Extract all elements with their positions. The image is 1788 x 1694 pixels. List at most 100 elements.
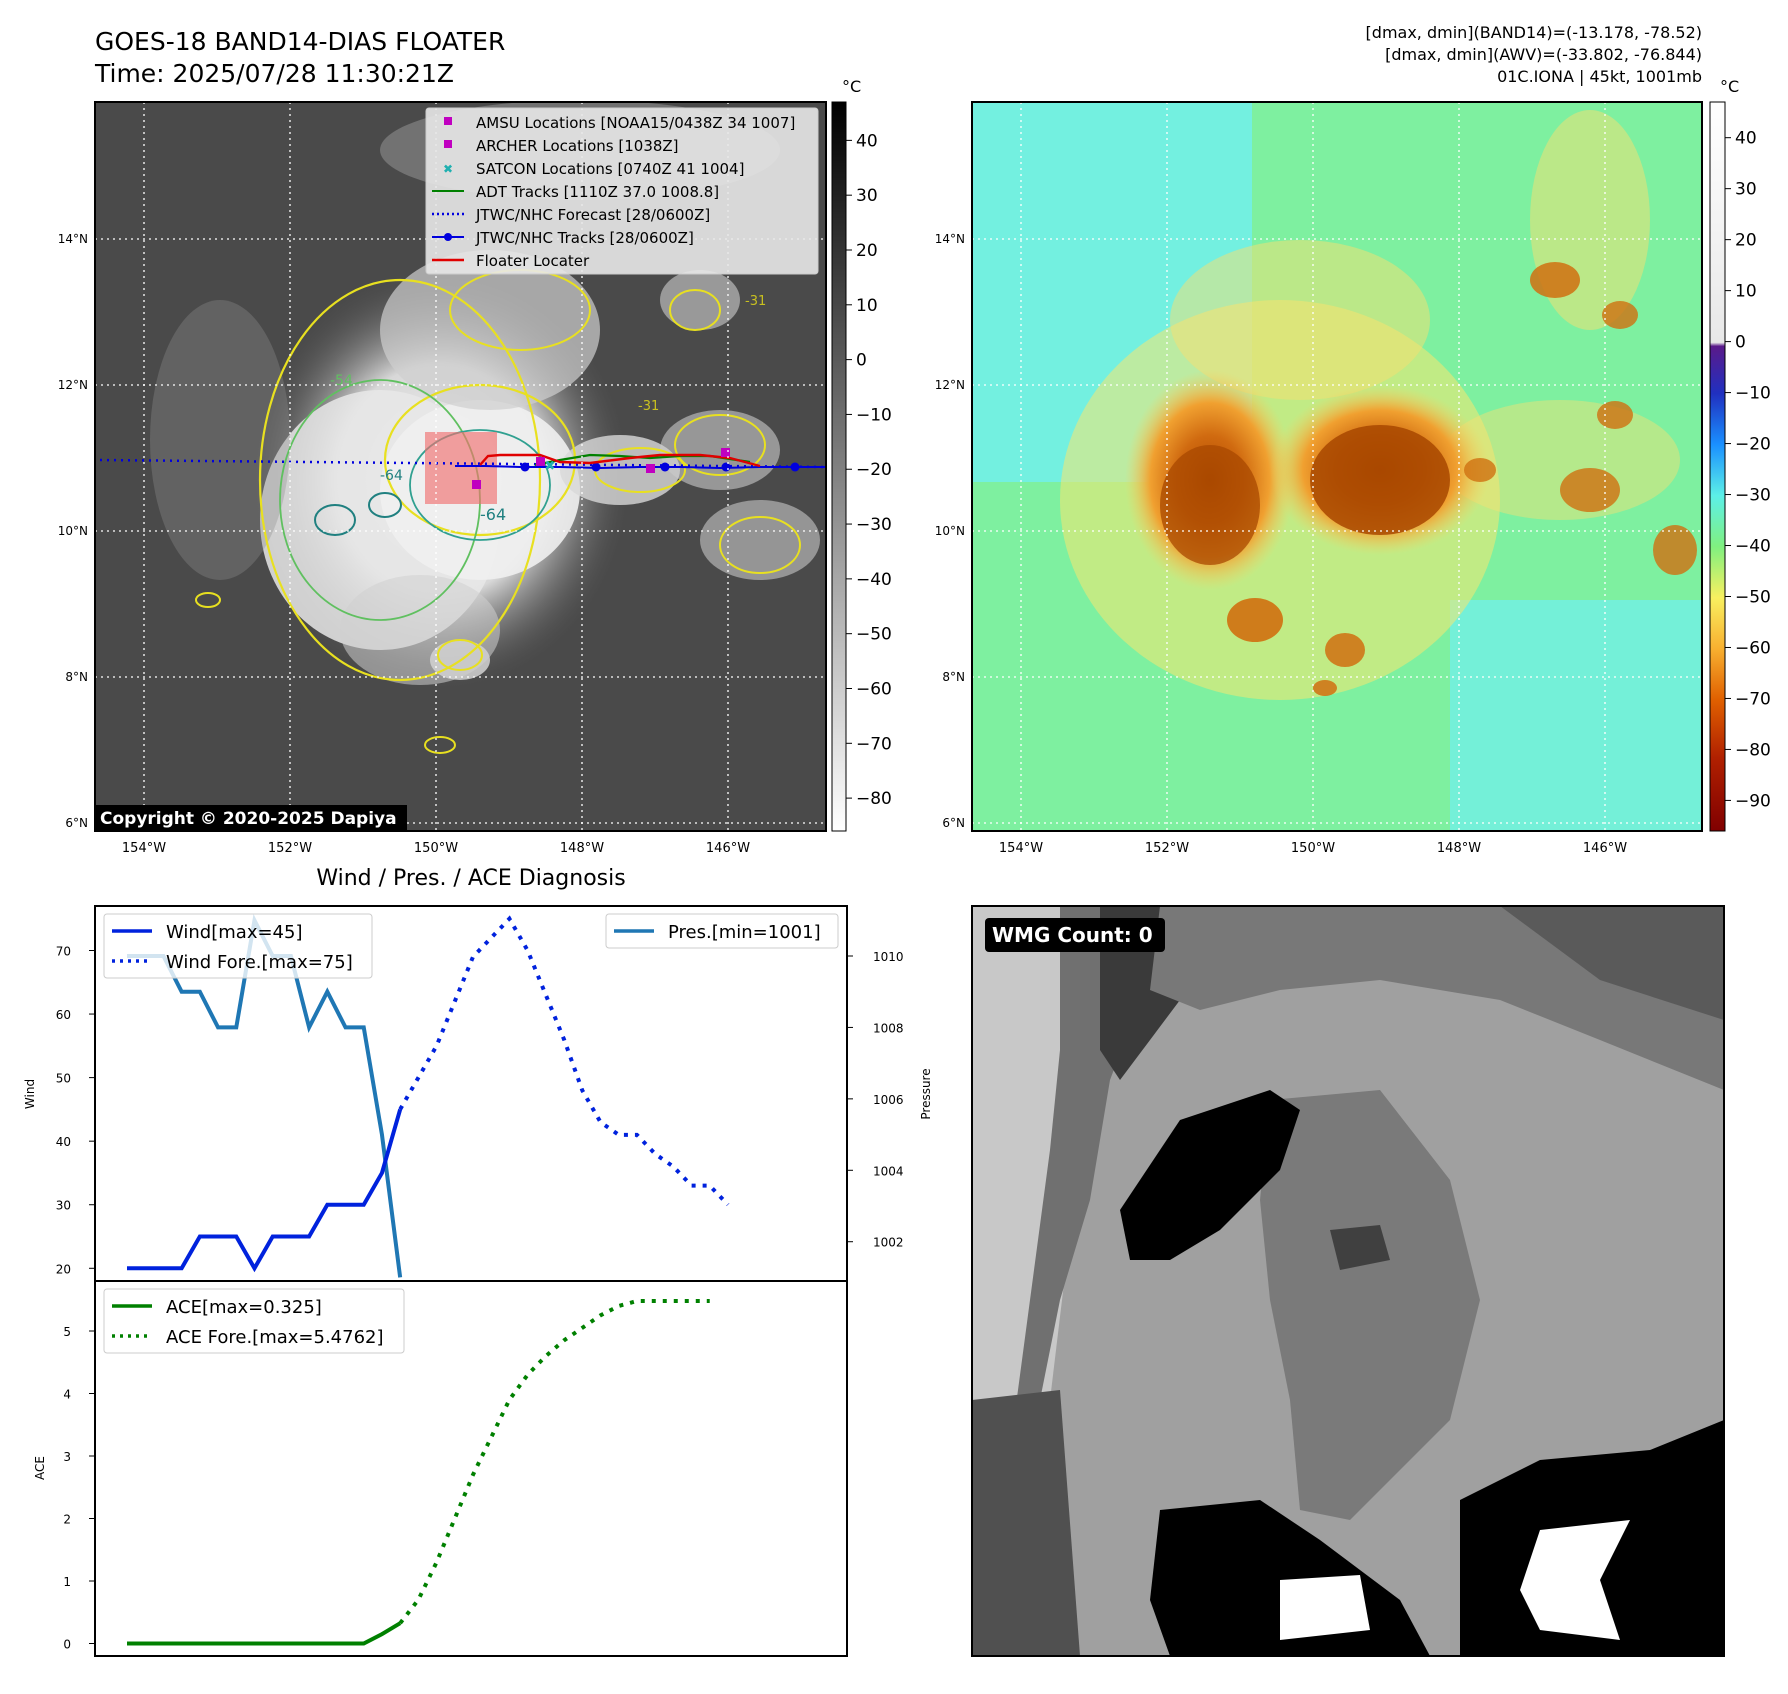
left-map-lat-labels: 14°N 12°N 10°N 8°N 6°N: [58, 232, 88, 830]
ace-y-tick-label: 5: [63, 1325, 71, 1339]
lat-label: 8°N: [65, 670, 88, 684]
gray-colorbar-unit: °C: [842, 77, 861, 96]
legend-item: Floater Locater: [476, 252, 590, 270]
figure-title: GOES-18 BAND14-DIAS FLOATER: [95, 27, 505, 56]
right-map-lon-labels: 154°W 152°W 150°W 148°W 146°W: [999, 841, 1627, 856]
gray-colorbar-tick-label: −80: [856, 789, 892, 809]
wmg-white-blob: [1280, 1575, 1370, 1640]
legend-pressure-label: Pres.[min=1001]: [668, 922, 821, 943]
pressure-y-tick-label: 1004: [873, 1164, 904, 1178]
color-colorbar-tick-label: −10: [1735, 384, 1771, 404]
legend-amsu-marker: [444, 117, 452, 125]
pressure-axis-label: Pressure: [919, 1068, 933, 1119]
wmg-mid-region: [1260, 1090, 1480, 1520]
map-frame: [94, 101, 827, 832]
wind-series-line: [127, 1108, 403, 1273]
lon-label: 146°W: [706, 841, 750, 856]
color-colorbar-tick-label: −80: [1735, 740, 1771, 760]
color-colorbar-tick-label: −90: [1735, 791, 1771, 811]
wmg-mid-dark: [1330, 1225, 1390, 1270]
jtwc-track-points: [520, 462, 800, 472]
lat-label: 10°N: [58, 524, 88, 538]
floater-locater-line: [479, 453, 761, 468]
color-map-frame: [971, 101, 1703, 832]
color-cloud-imagery: [972, 102, 1702, 831]
lat-label: 6°N: [65, 816, 88, 830]
gray-colorbar-tick-label: 0: [856, 351, 867, 371]
lon-label: 148°W: [560, 841, 604, 856]
legend-wind-label: Wind[max=45]: [166, 922, 303, 943]
color-map-panel: [971, 101, 1703, 832]
copyright-box: [95, 805, 407, 831]
figure-time: Time: 2025/07/28 11:30:21Z: [94, 59, 454, 88]
gray-colorbar-tick-label: 30: [856, 186, 878, 206]
grayscale-map-panel: -64 -64 -54 -31 -31 ✖: [94, 101, 827, 832]
copyright-text: Copyright © 2020-2025 Dapiya: [100, 809, 397, 829]
color-colorbar-tick-label: −60: [1735, 638, 1771, 658]
info-band14: [dmax, dmin](BAND14)=(-13.178, -78.52): [1366, 23, 1702, 42]
lat-label: 6°N: [942, 816, 965, 830]
lat-label: 8°N: [942, 670, 965, 684]
legend-ace-label: ACE[max=0.325]: [166, 1297, 322, 1318]
wmg-dark-band: [972, 1390, 1080, 1656]
lat-label: 14°N: [58, 232, 88, 246]
wind-axis-label: Wind: [23, 1079, 37, 1109]
ace-legend: ACE[max=0.325] ACE Fore.[max=5.4762]: [103, 1288, 405, 1354]
lat-label: 12°N: [935, 378, 965, 392]
pressure-legend: Pres.[min=1001]: [605, 913, 839, 949]
ace-chart: ACE 0 1 2 3 4 5 ACE[max=0.325] ACE Fore.[max=…: [33, 1280, 848, 1657]
ace-series-line: [127, 1621, 402, 1646]
contour-label: -31: [745, 294, 766, 309]
gray-colorbar-tick-label: −60: [856, 679, 892, 699]
right-map-lat-labels: 14°N 12°N 10°N 8°N 6°N: [935, 232, 965, 830]
wind-pressure-chart: Wind Pressure 20 30 40 50 60 70 1002 1004 1006 1…: [23, 905, 933, 1282]
pressure-y-tick-label: 1010: [873, 950, 904, 964]
color-colorbar-tick-label: −70: [1735, 689, 1771, 709]
legend-wind-fore-label: Wind Fore.[max=75]: [166, 952, 353, 973]
wmg-panel: WMG Count: 0: [971, 905, 1725, 1657]
color-colorbar-tick-label: 0: [1735, 333, 1746, 353]
gray-colorbar-tick-label: −10: [856, 405, 892, 425]
info-storm: 01C.IONA | 45kt, 1001mb: [1497, 67, 1702, 86]
lon-label: 152°W: [268, 841, 312, 856]
wmg-white-blob: [1520, 1520, 1630, 1640]
ace-y-tick-label: 4: [63, 1388, 71, 1402]
contour-label: -31: [638, 399, 659, 414]
lon-label: 154°W: [999, 841, 1043, 856]
contour-label: -64: [380, 468, 403, 484]
gray-colorbar-tick-label: −20: [856, 460, 892, 480]
gray-colorbar: °C 40 30 20 10 0 −10 −20 −30 −40 −50 −60 −70 −80: [831, 77, 892, 832]
chart-title: Wind / Pres. / ACE Diagnosis: [316, 866, 625, 891]
gray-colorbar-tick-label: 10: [856, 296, 878, 316]
amsu-archer-markers: [472, 448, 730, 489]
gray-colorbar-tick-label: −50: [856, 625, 892, 645]
color-colorbar-unit: °C: [1720, 77, 1739, 96]
wmg-badge: [985, 918, 1165, 952]
wind-y-tick-label: 60: [56, 1008, 71, 1022]
color-colorbar-tick-label: −20: [1735, 435, 1771, 455]
floater-locater-box: [425, 432, 497, 504]
color-colorbar-tick-label: −40: [1735, 537, 1771, 557]
legend-item: ADT Tracks [1110Z 37.0 1008.8]: [476, 183, 719, 201]
pressure-y-tick-label: 1008: [873, 1021, 904, 1035]
track-legend: AMSU Locations [NOAA15/0438Z 34 1007] AR…: [425, 107, 819, 275]
color-colorbar: °C 40 30 20 10 0 −10 −20 −30 −40 −50 −60 −70 −80 −90: [1709, 77, 1771, 832]
lon-label: 152°W: [1145, 841, 1189, 856]
gray-colorbar-tick-label: −40: [856, 570, 892, 590]
lon-label: 148°W: [1437, 841, 1481, 856]
gray-colorbar-tick-label: −30: [856, 515, 892, 535]
wind-forecast-series-line: [398, 915, 730, 1207]
wind-y-tick-label: 30: [56, 1199, 71, 1213]
legend-ace-fore-label: ACE Fore.[max=5.4762]: [166, 1327, 384, 1348]
contour-label: -54: [330, 373, 353, 389]
wind-y-tick-label: 20: [56, 1262, 71, 1276]
legend-item: ARCHER Locations [1038Z]: [476, 137, 679, 155]
wmg-frame: [971, 905, 1725, 1657]
color-colorbar-tick-label: 20: [1735, 231, 1757, 251]
ace-y-tick-label: 3: [63, 1450, 71, 1464]
wmg-upper-dark: [1500, 906, 1724, 1020]
color-colorbar-tick-label: 10: [1735, 282, 1757, 302]
lon-label: 154°W: [122, 841, 166, 856]
color-colorbar-tick-label: −30: [1735, 486, 1771, 506]
legend-item: JTWC/NHC Tracks [28/0600Z]: [475, 229, 694, 247]
